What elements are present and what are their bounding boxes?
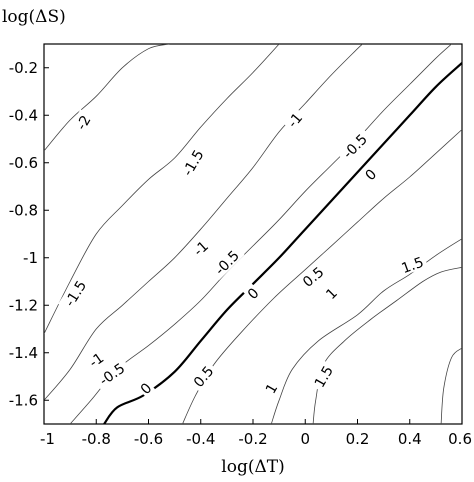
contour-line	[69, 44, 452, 424]
contour-label-background	[207, 243, 245, 281]
contour-label: 1	[260, 378, 281, 398]
contour-label: -1	[82, 346, 109, 372]
x-tick-label: -0.4	[186, 430, 215, 448]
x-tick-label: -0.6	[134, 430, 163, 448]
contour-label-background	[396, 251, 428, 277]
y-axis: -0.2 -0.4 -0.6 -0.8 -1 -1.2 -1.4 -1.6	[9, 59, 49, 409]
contour-label-background	[320, 282, 341, 303]
y-tick-label: -0.8	[9, 201, 38, 219]
x-tick-label: -1	[40, 430, 55, 448]
contour-label-background	[70, 109, 95, 135]
contour-label-background	[335, 127, 373, 164]
x-tick-label: 0.4	[398, 430, 422, 448]
contour-label-background	[176, 142, 208, 182]
x-tick-label: -0.8	[82, 430, 111, 448]
y-tick-label: -1.4	[9, 344, 38, 362]
contour-label-background	[187, 359, 218, 392]
y-tick-label: -0.6	[9, 154, 38, 172]
contour-label-background	[296, 260, 329, 292]
contour-label-background	[242, 282, 263, 303]
contour-label-background	[281, 106, 307, 133]
contour-label-background	[135, 377, 156, 398]
contour-line	[270, 238, 462, 424]
y-tick-label: -1	[23, 249, 38, 267]
contour-label-background	[359, 163, 380, 184]
x-tick-label: -0.2	[238, 430, 267, 448]
contour-label-background	[260, 378, 281, 398]
contour-line	[44, 44, 170, 152]
contour-label: -2	[70, 109, 95, 135]
contour-label-background	[187, 234, 213, 261]
contour-label-background	[91, 356, 131, 391]
contour-label: 0.5	[296, 260, 329, 292]
y-tick-label: -0.4	[9, 106, 38, 124]
y-tick-label: -1.2	[9, 296, 38, 314]
x-tick-label: 0	[300, 430, 310, 448]
contour-line	[44, 44, 363, 401]
plot-area	[43, 43, 463, 425]
contour-labels: -2-1.5-1.5-1-1-1-0.5-0.5-0.50000.50.5111…	[58, 106, 428, 398]
y-axis-title: log(ΔS)	[2, 7, 66, 27]
x-axis: -1 -0.8 -0.6 -0.4 -0.2 0 0.2 0.4 0.6	[40, 419, 472, 448]
contour-label: -1	[281, 106, 307, 133]
contour-label: 1.5	[396, 251, 428, 278]
x-tick-label: 0.6	[448, 430, 472, 448]
contour-label-background	[308, 359, 337, 393]
contour-line	[312, 266, 462, 424]
contour-label-background	[82, 346, 109, 372]
x-tick-label: 0.2	[346, 430, 370, 448]
contour-line	[440, 347, 462, 424]
y-tick-label: -0.2	[9, 59, 38, 77]
contour-label-text: 1.5	[400, 255, 426, 278]
y-tick-label: -1.6	[9, 391, 38, 409]
contour-line	[44, 44, 280, 334]
contour-label-text: -2	[74, 113, 95, 133]
contour-label: -1	[187, 234, 213, 261]
x-axis-title: log(ΔT)	[221, 457, 284, 477]
contour-label-background	[58, 273, 91, 313]
